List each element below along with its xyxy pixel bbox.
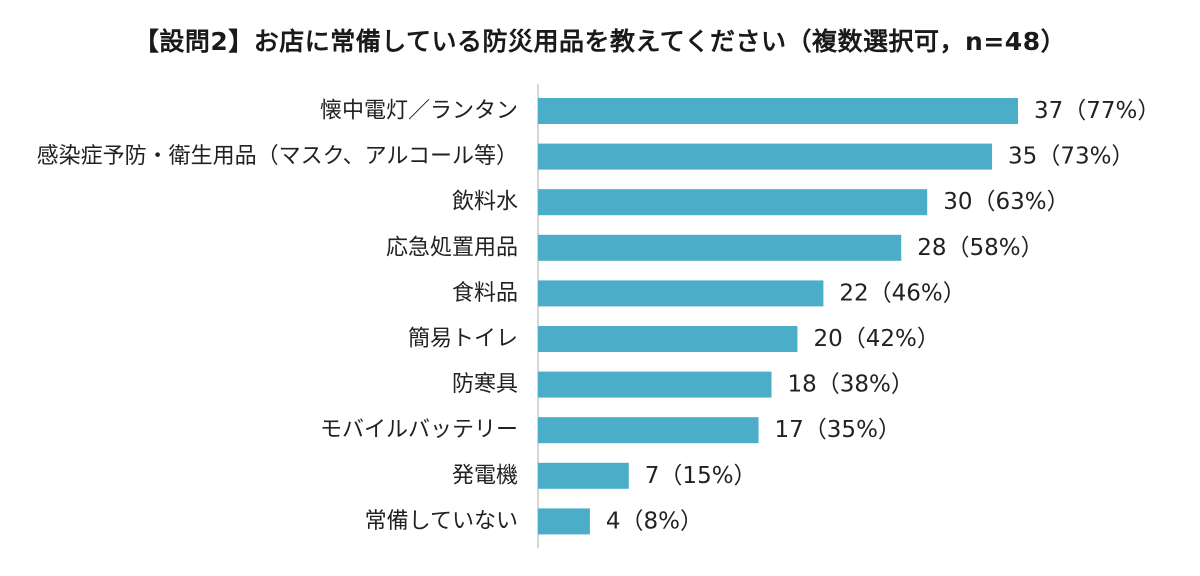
bar — [538, 189, 928, 216]
category-label: 食料品 — [452, 281, 518, 306]
data-label: 37（77%） — [1034, 98, 1160, 124]
bar — [538, 143, 993, 170]
data-label: 7（15%） — [645, 463, 757, 489]
category-label: 発電機 — [452, 463, 518, 488]
bar — [538, 98, 1018, 124]
category-label: 簡易トイレ — [408, 327, 518, 352]
category-label: 常備していない — [365, 509, 518, 534]
bar — [538, 508, 590, 535]
bar — [538, 417, 759, 444]
category-label: 感染症予防・衛生用品（マスク、アルコール等） — [37, 144, 518, 169]
bar — [538, 234, 902, 261]
data-label: 20（42%） — [813, 326, 939, 352]
data-label: 17（35%） — [775, 417, 901, 443]
category-label: 応急処置用品 — [386, 235, 518, 260]
data-label: 22（46%） — [839, 280, 965, 306]
data-label: 4（8%） — [606, 508, 703, 534]
data-label: 30（63%） — [943, 189, 1069, 215]
bar — [538, 462, 629, 489]
data-label: 28（58%） — [917, 235, 1043, 261]
data-label: 18（38%） — [788, 372, 914, 398]
chart-title: 【設問2】お店に常備している防災用品を教えてください（複数選択可，n=48） — [133, 27, 1067, 56]
bar — [538, 326, 798, 352]
data-label: 35（73%） — [1008, 144, 1134, 170]
category-label: 飲料水 — [452, 190, 518, 215]
bar — [538, 371, 772, 398]
category-label: 防寒具 — [452, 372, 518, 397]
category-label: モバイルバッテリー — [320, 418, 518, 443]
bar — [538, 280, 824, 307]
category-label: 懐中電灯／ランタン — [320, 99, 518, 124]
